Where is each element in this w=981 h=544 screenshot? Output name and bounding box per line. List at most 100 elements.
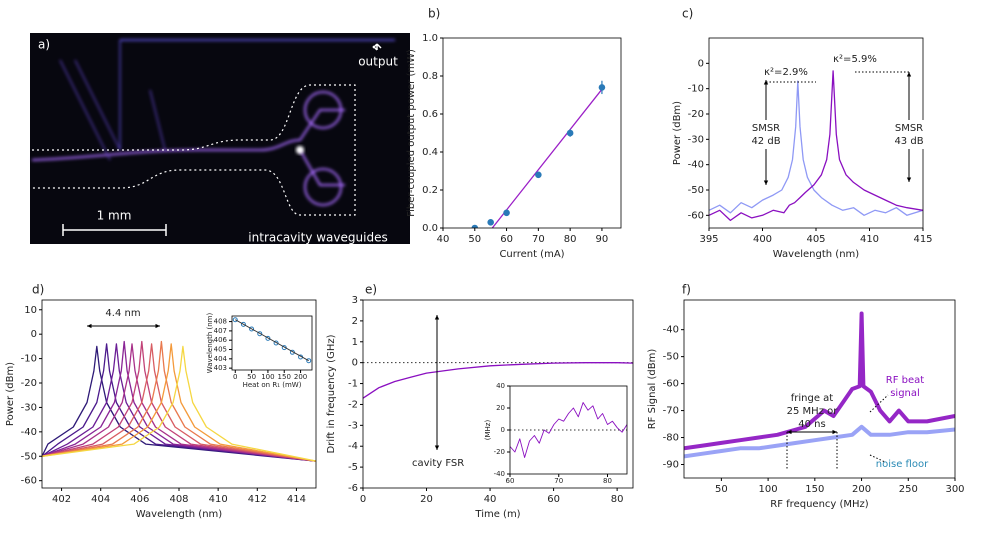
plot-area [709, 38, 923, 228]
annotation: noise floor [876, 459, 929, 470]
y-tick-label: 404 [214, 355, 228, 363]
x-axis-label: RF frequency (MHz) [770, 499, 869, 510]
y-tick-label: 0.4 [422, 147, 438, 158]
x-tick-label: 406 [130, 494, 149, 505]
chart: 40 50 60 70 80 90 0.0 0.2 0.4 0.6 0.8 1.0 Current (m… [406, 7, 622, 260]
x-tick-label: 300 [945, 484, 964, 495]
y-axis-label: (MHz) [484, 420, 492, 441]
x-tick-label: 200 [852, 484, 871, 495]
plot-area [443, 38, 621, 228]
panel-label: d) [32, 283, 44, 297]
y-tick-label: -80 [663, 433, 679, 444]
y-tick-label: 1 [352, 337, 358, 348]
y-tick-label: -10 [21, 354, 37, 365]
guide-line [869, 394, 889, 413]
y-tick-label: -10 [688, 84, 704, 95]
x-axis-label: Wavelength (nm) [773, 249, 859, 260]
data-line [491, 88, 603, 228]
y-tick-label: -60 [688, 210, 704, 221]
y-tick-label: 0.8 [422, 71, 438, 82]
y-tick-label: 0 [31, 329, 37, 340]
x-axis-label: Time (m) [474, 509, 520, 520]
y-tick-label: -30 [688, 134, 704, 145]
y-axis-label: Power (dBm) [5, 362, 16, 426]
data-line [42, 343, 316, 462]
y-tick-label: 1.0 [422, 33, 438, 44]
annotation: cavity FSR [412, 458, 464, 469]
guide-line [869, 454, 886, 463]
series-group [709, 70, 923, 222]
data-line [709, 80, 923, 216]
output-label: output [358, 55, 398, 69]
x-tick-label: 414 [287, 494, 306, 505]
y-axis-label: RF Signal (dBm) [647, 349, 658, 430]
series-group [363, 362, 633, 399]
y-tick-label: -40 [688, 160, 704, 171]
data-line [684, 311, 955, 451]
y-tick-label: -60 [21, 476, 37, 487]
panel-label: b) [428, 7, 440, 21]
data-line [684, 424, 955, 459]
panel-label: a) [38, 38, 50, 52]
x-tick-label: 415 [913, 234, 932, 245]
waveguides [31, 39, 395, 206]
y-tick-label: 40 [496, 382, 505, 390]
annotation: 40 ns [798, 419, 825, 430]
series-group [510, 402, 627, 458]
data-line [235, 319, 309, 362]
x-tick-label: 60 [506, 477, 515, 485]
data-point [257, 331, 263, 337]
annotation: fringe at [791, 393, 834, 404]
y-tick-label: -2 [348, 399, 358, 410]
data-point [503, 209, 510, 217]
axes-frame [231, 315, 313, 371]
y-tick-label: -40 [21, 427, 37, 438]
annotation: 43 dB [894, 136, 923, 147]
x-tick-label: 60 [547, 494, 560, 505]
y-tick-label: -50 [663, 352, 679, 363]
plot-area [510, 386, 627, 474]
data-point [232, 317, 238, 323]
data-line [709, 70, 923, 222]
outline [32, 84, 356, 216]
annotation: κ²=2.9% [764, 67, 808, 78]
x-tick-label: 412 [248, 494, 267, 505]
x-tick-label: 150 [278, 373, 291, 381]
x-tick-label: 250 [899, 484, 918, 495]
x-tick-label: 0 [360, 494, 366, 505]
inset: 60 70 80 -40 -20 0 20 40 (MHz) [484, 382, 628, 485]
series-group [471, 80, 606, 228]
data-point [249, 326, 255, 332]
x-tick-label: 80 [611, 494, 624, 505]
x-tick-label: 150 [805, 484, 824, 495]
y-axis-label: Fiber-coupled output power (mW) [406, 49, 417, 217]
annotation: signal [890, 388, 920, 399]
axes-frame [362, 299, 634, 489]
y-tick-label: -50 [688, 185, 704, 196]
y-axis-label: Power (dBm) [672, 101, 683, 165]
label-bg [746, 120, 786, 149]
x-tick-label: 50 [715, 484, 728, 495]
data-point [487, 219, 494, 226]
data-line [42, 340, 316, 462]
panel-label: e) [365, 283, 377, 297]
x-tick-label: 50 [468, 234, 481, 245]
data-point [240, 321, 246, 327]
y-tick-label: -4 [348, 441, 358, 452]
x-tick-label: 70 [554, 477, 563, 485]
chart: 395 400 405 410 415 -60 -50 -40 -30 -20 -10 0 Wavele… [672, 7, 933, 261]
y-tick-label: 407 [214, 327, 227, 335]
x-tick-label: 404 [91, 494, 110, 505]
annotation: 42 dB [751, 136, 780, 147]
panel-label: f) [682, 283, 691, 297]
annotation: 25 MHz or [787, 406, 839, 417]
annotation: SMSR [895, 123, 923, 134]
data-line [363, 362, 633, 399]
x-tick-label: 410 [209, 494, 228, 505]
annotation: RF beat [886, 375, 925, 386]
data-line [42, 343, 316, 462]
y-tick-label: -90 [663, 460, 679, 471]
y-tick-label: 0 [501, 426, 505, 434]
x-tick-label: 100 [759, 484, 778, 495]
data-line [42, 343, 316, 462]
